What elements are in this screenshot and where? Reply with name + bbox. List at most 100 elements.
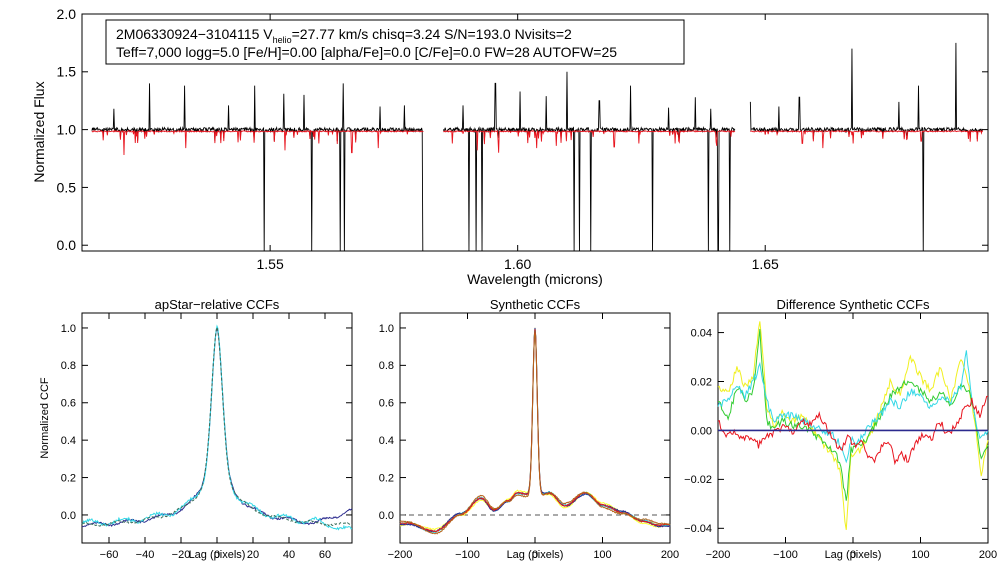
spectrum-panel: 0.0 0.5 1.0 1.5 2.0 1.55 1.60 1.65 Wavelength … — [31, 6, 989, 287]
difference-x-tick-label: −200 — [706, 549, 731, 561]
synthetic-series-s5 — [399, 329, 671, 533]
annotation-subscript: helio — [273, 35, 292, 45]
apstar-x-tick-labels: −60 −40 −20 0 20 40 60 — [100, 549, 331, 561]
synthetic-series — [399, 327, 671, 535]
synthetic-x-tick-label: −100 — [455, 549, 480, 561]
difference-y-tick-label: 0.02 — [691, 376, 712, 388]
observed-spectrum-chip-1 — [91, 83, 424, 252]
synthetic-x-tick-label: −200 — [388, 549, 413, 561]
synthetic-title: Synthetic CCFs — [490, 297, 581, 312]
difference-y-tick-label: −0.04 — [684, 523, 712, 535]
apstar-x-label: Lag (pixels) — [189, 549, 246, 561]
spectrum-x-tick-labels: 1.55 1.60 1.65 — [257, 256, 780, 272]
difference-y-tick-labels: −0.04 −0.02 0.00 0.02 0.04 — [684, 327, 712, 535]
difference-x-tick-label: 200 — [979, 549, 997, 561]
apstar-series — [81, 324, 353, 531]
synthetic-y-tick-label: 0.8 — [379, 360, 394, 372]
apstar-y-tick-labels: 0.0 0.2 0.4 0.6 0.8 1.0 — [61, 323, 76, 522]
difference-y-tick-label: 0.04 — [691, 327, 712, 339]
apstar-x-tick-label: −40 — [136, 549, 155, 561]
spectrum-series — [91, 42, 984, 252]
apstar-series-visit-2 — [81, 324, 353, 531]
observed-spectrum-chip-3 — [749, 42, 984, 252]
difference-series-green — [718, 328, 989, 501]
synthetic-series-s4 — [399, 327, 671, 533]
synthetic-y-tick-label: 0.4 — [379, 435, 394, 447]
apstar-x-tick-label: 60 — [319, 549, 331, 561]
synthetic-x-tick-label: 0 — [532, 549, 538, 561]
apstar-title: apStar−relative CCFs — [155, 297, 280, 312]
synthetic-panel: Synthetic CCFs 0.0 0.2 0.4 0.6 0.8 1.0 −200 −1… — [379, 297, 679, 561]
synthetic-x-tick-label: 200 — [661, 549, 679, 561]
synthetic-y-tick-labels: 0.0 0.2 0.4 0.6 0.8 1.0 — [379, 323, 394, 522]
annotation-star-id: 2M06330924−3104115 V — [116, 26, 273, 42]
synthetic-x-tick-labels: −200 −100 0 100 200 — [388, 549, 680, 561]
apstar-panel: apStar−relative CCFs 0.00.20.40.60.81.0 … — [39, 297, 353, 561]
difference-title: Difference Synthetic CCFs — [777, 297, 930, 312]
difference-series-cyan — [717, 350, 989, 464]
spectrum-y-tick-labels: 0.0 0.5 1.0 1.5 2.0 — [57, 6, 77, 253]
model-spectrum-chip-2 — [443, 129, 736, 153]
apstar-x-tick-label: 40 — [283, 549, 295, 561]
difference-series — [717, 321, 989, 530]
apstar-axis-ticks — [82, 313, 352, 543]
synthetic-x-tick-label: 100 — [593, 549, 611, 561]
apstar-frame — [81, 312, 353, 544]
difference-x-tick-label: −100 — [773, 549, 798, 561]
apstar-x-tick-label: −20 — [172, 549, 191, 561]
apstar-y-tick-label: 1.0 — [61, 323, 76, 335]
synthetic-y-tick-label: 0.0 — [379, 510, 394, 522]
synthetic-x-label: Lag (pixels) — [507, 549, 564, 561]
difference-y-tick-label: 0.00 — [691, 425, 712, 437]
spectrum-y-tick-label: 1.5 — [57, 64, 77, 80]
synthetic-series-s2 — [399, 329, 671, 533]
annotation-line-2: Teff=7,000 logg=5.0 [Fe/H]=0.00 [alpha/F… — [116, 44, 617, 60]
annotation-stats: =27.77 km/s chisq=3.24 S/N=193.0 Nvisits… — [292, 26, 572, 42]
spectrum-y-tick-label: 2.0 — [57, 6, 77, 22]
difference-y-tick-label: −0.02 — [684, 474, 712, 486]
apstar-series-combined — [81, 327, 353, 527]
difference-axis-ticks — [717, 313, 989, 543]
difference-panel: Difference Synthetic CCFs −0.04 −0.02 0.00… — [684, 297, 997, 561]
apstar-y-tick-label: 0.4 — [61, 435, 76, 447]
apstar-x-tick-label: −60 — [100, 549, 119, 561]
synthetic-series-s1 — [399, 327, 671, 531]
spectrum-frame — [81, 13, 989, 252]
apstar-y-tick-label: 0.2 — [61, 472, 76, 484]
apstar-x-tick-label: 20 — [247, 549, 259, 561]
spectrum-annotation-box: 2M06330924−3104115 Vhelio=27.77 km/s chi… — [105, 19, 685, 65]
model-spectrum-chip-1 — [91, 129, 424, 156]
observed-spectrum-chip-2 — [442, 71, 736, 252]
apstar-y-label: Normalized CCF — [39, 377, 51, 459]
apstar-x-tick-label: 0 — [214, 549, 220, 561]
model-spectrum-chip-3 — [750, 129, 984, 149]
synthetic-series-s6 — [399, 330, 671, 535]
synthetic-y-tick-label: 0.2 — [379, 472, 394, 484]
spectrum-y-label: Normalized Flux — [31, 81, 47, 182]
spectrum-x-tick-label: 1.55 — [257, 256, 284, 272]
annotation-box-frame — [105, 19, 685, 65]
spectrum-y-tick-label: 0.0 — [57, 237, 77, 253]
difference-x-tick-label: 100 — [911, 549, 929, 561]
difference-x-tick-label: 0 — [850, 549, 856, 561]
annotation-line-1: 2M06330924−3104115 Vhelio=27.77 km/s chi… — [116, 26, 572, 45]
spectrum-y-tick-label: 1.0 — [57, 122, 77, 138]
spectrum-y-tick-label: 0.5 — [57, 179, 77, 195]
difference-frame — [717, 312, 989, 544]
difference-series-yellow — [717, 321, 989, 530]
apstar-y-tick-label: 0.6 — [61, 398, 76, 410]
synthetic-frame — [399, 312, 671, 544]
spectrum-axis-ticks — [82, 13, 988, 251]
difference-series-red — [717, 395, 989, 466]
difference-x-label: Lag (pixels) — [825, 549, 882, 561]
apstar-y-tick-label: 0.0 — [61, 510, 76, 522]
spectrum-x-tick-label: 1.60 — [504, 256, 531, 272]
difference-x-tick-labels: −200 −100 0 100 200 — [706, 549, 998, 561]
synthetic-axis-ticks — [399, 313, 671, 543]
spectrum-x-tick-label: 1.65 — [752, 256, 779, 272]
synthetic-series-s3 — [399, 328, 671, 534]
synthetic-y-tick-label: 0.6 — [379, 398, 394, 410]
synthetic-y-tick-label: 1.0 — [379, 323, 394, 335]
spectrum-x-label: Wavelength (microns) — [467, 271, 603, 287]
